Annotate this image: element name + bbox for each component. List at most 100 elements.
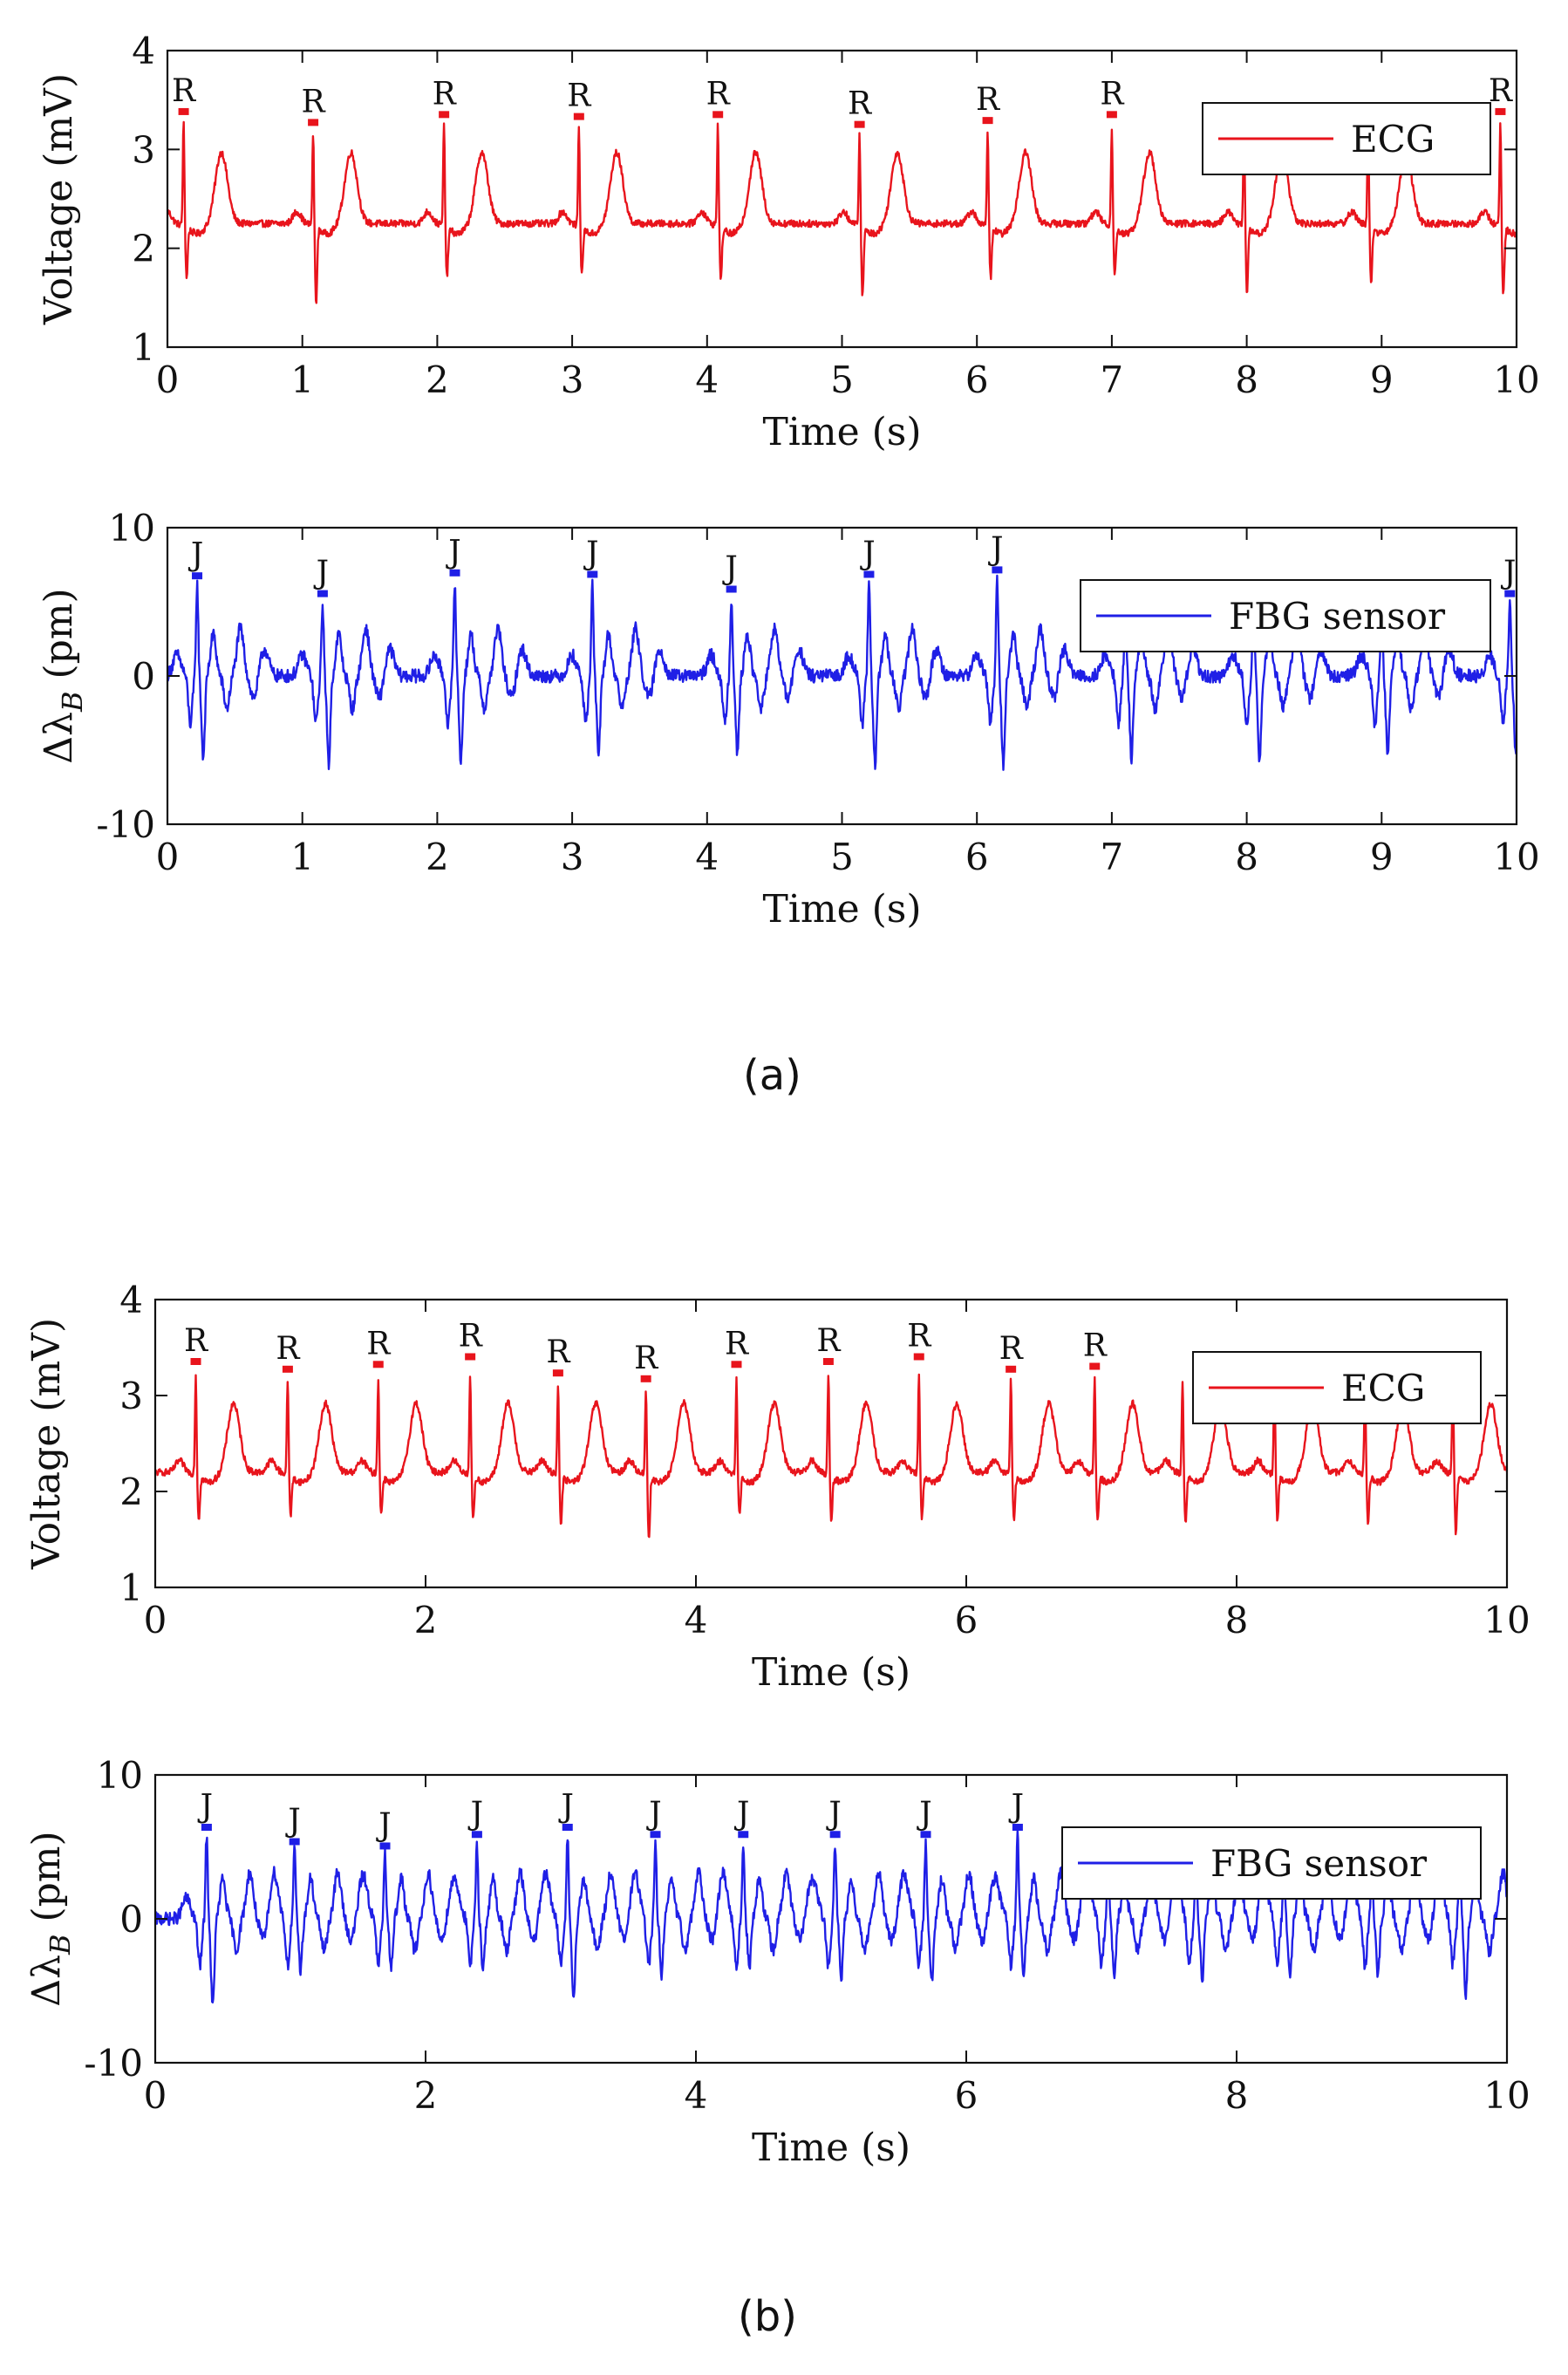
peak-label: R [546, 1334, 570, 1370]
peak-label: J [859, 536, 875, 572]
x-tick-label: 10 [1483, 2074, 1530, 2117]
peak-label: J [187, 537, 203, 573]
y-tick-label: 10 [109, 507, 155, 549]
peak-marker [726, 585, 737, 593]
x-tick-label: 3 [561, 836, 584, 878]
peak-label: R [172, 73, 196, 109]
peak-marker [192, 572, 203, 580]
x-tick-label: 4 [685, 2074, 708, 2117]
peak-marker [1504, 590, 1516, 597]
legend-label: ECG [1351, 118, 1435, 160]
peak-label: R [816, 1323, 841, 1359]
peak-label: R [976, 82, 1000, 118]
y-axis-label: Voltage (mV) [37, 73, 81, 325]
y-axis-label-main: Δλ [24, 1955, 69, 2007]
x-tick-label: 7 [1101, 836, 1124, 878]
x-tick-label: 2 [414, 2074, 438, 2117]
peak-label: R [433, 76, 457, 112]
peak-label: J [733, 1796, 749, 1832]
x-tick-label: 1 [290, 836, 314, 878]
y-axis-label: ΔλB (pm) [24, 1831, 77, 2006]
y-tick-label: -10 [84, 2042, 143, 2085]
x-tick-label: 10 [1483, 1599, 1530, 1641]
peak-marker [562, 1824, 573, 1831]
peak-label: J [467, 1796, 483, 1832]
peak-marker [587, 570, 598, 578]
peak-label: J [1008, 1789, 1024, 1825]
peak-marker [282, 1365, 293, 1373]
peak-marker [822, 1358, 834, 1365]
y-tick-label: 0 [132, 655, 155, 698]
peak-marker [573, 113, 584, 120]
peak-marker [201, 1824, 212, 1831]
peak-marker [712, 111, 724, 119]
y-axis-label-unit: (pm) [24, 1831, 69, 1934]
x-tick-label: 10 [1493, 358, 1539, 401]
series-line-fbg [167, 574, 1517, 771]
peak-label: J [284, 1804, 300, 1839]
peak-marker [650, 1831, 661, 1839]
peak-marker [738, 1831, 749, 1839]
y-tick-label: 3 [132, 128, 155, 171]
y-tick-label: 4 [132, 30, 155, 72]
peak-label: R [184, 1323, 208, 1359]
y-axis-label-sub: B [56, 692, 89, 713]
peak-label: R [1083, 1328, 1108, 1364]
peak-label: R [302, 84, 326, 119]
peak-marker [471, 1831, 482, 1839]
y-tick-label: 10 [97, 1754, 143, 1797]
peak-marker [854, 120, 865, 128]
x-tick-label: 1 [290, 358, 314, 401]
series-line-ecg [167, 120, 1517, 304]
peak-marker [982, 117, 993, 125]
y-tick-label: 1 [119, 1566, 143, 1609]
x-tick-label: 0 [156, 358, 180, 401]
peak-marker [1012, 1824, 1023, 1831]
x-axis-label: Time (s) [752, 2126, 910, 2170]
legend-label: FBG sensor [1229, 595, 1446, 638]
peak-label: R [725, 1326, 749, 1362]
x-axis-label: Time (s) [762, 410, 921, 454]
y-tick-label: 4 [119, 1279, 143, 1321]
peak-marker [640, 1375, 651, 1382]
x-tick-label: 2 [414, 1599, 438, 1641]
x-tick-label: 8 [1225, 1599, 1249, 1641]
x-tick-label: 2 [426, 358, 449, 401]
peak-label: J [583, 536, 598, 572]
x-tick-label: 3 [561, 358, 584, 401]
y-tick-label: 1 [132, 326, 155, 369]
peak-label: R [459, 1319, 483, 1355]
peak-marker [1106, 111, 1117, 119]
peak-label: R [706, 76, 731, 112]
x-tick-label: 8 [1225, 2074, 1249, 2117]
panel-label-b: (b) [738, 2292, 797, 2341]
peak-marker [1089, 1362, 1101, 1370]
peak-marker [379, 1842, 391, 1850]
peak-marker [731, 1361, 742, 1368]
x-tick-label: 6 [965, 358, 989, 401]
peak-label: R [366, 1326, 391, 1362]
series-line-ecg [155, 1373, 1507, 1539]
x-axis-label: Time (s) [752, 1650, 910, 1695]
y-axis-label-main: Δλ [37, 712, 81, 764]
peak-label: J [445, 535, 460, 570]
x-tick-label: 8 [1235, 836, 1258, 878]
peak-marker [465, 1353, 476, 1361]
x-tick-label: 0 [144, 2074, 167, 2117]
peak-label: R [999, 1331, 1024, 1367]
y-axis-label: Voltage (mV) [24, 1318, 69, 1570]
peak-label: R [1100, 76, 1124, 112]
peak-marker [449, 569, 460, 577]
peak-marker [289, 1838, 300, 1846]
peak-marker [863, 570, 875, 578]
x-tick-label: 4 [695, 358, 719, 401]
x-axis-label: Time (s) [762, 887, 921, 932]
plot-frame [153, 1298, 1509, 1589]
peak-label: J [825, 1796, 841, 1832]
y-tick-label: 0 [119, 1898, 143, 1941]
plot-frame [166, 49, 1518, 349]
